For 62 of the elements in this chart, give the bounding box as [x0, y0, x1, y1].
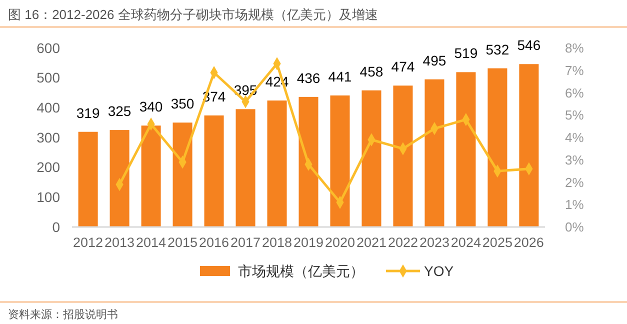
x-tick-label: 2015: [168, 235, 198, 250]
y-tick-label: 100: [36, 189, 60, 206]
y2-tick-label: 4%: [565, 130, 584, 146]
y2-tick-label: 5%: [565, 108, 584, 123]
data-label: 519: [454, 45, 478, 62]
y2-tick-label: 0%: [565, 220, 584, 235]
data-label: 436: [296, 70, 320, 86]
x-tick-label: 2014: [136, 235, 167, 250]
bar: [424, 79, 444, 227]
legend-label: YOY: [424, 263, 454, 279]
data-label: 495: [422, 52, 446, 68]
bar: [456, 72, 476, 227]
bar: [488, 68, 508, 227]
y2-tick-label: 3%: [565, 152, 584, 168]
bar: [362, 90, 382, 227]
x-tick-label: 2022: [388, 235, 418, 250]
y2-tick-label: 2%: [565, 174, 584, 190]
x-tick-label: 2013: [104, 235, 135, 250]
x-tick-label: 2020: [324, 235, 356, 250]
y-tick-label: 600: [36, 40, 60, 56]
data-label: 350: [170, 96, 194, 112]
y-tick-label: 0: [52, 218, 60, 235]
data-label: 441: [328, 68, 352, 84]
bar: [298, 96, 318, 227]
y2-tick-label: 6%: [565, 85, 584, 100]
bar: [393, 86, 413, 227]
data-label: 474: [391, 58, 415, 75]
x-tick-label: 2012: [73, 235, 104, 250]
x-tick-label: 2019: [293, 235, 324, 250]
bar: [172, 122, 192, 227]
bar: [519, 64, 539, 227]
text: 资料来源：招股说明书: [8, 308, 118, 321]
bar: [204, 115, 224, 227]
x-tick-label: 2025: [482, 235, 512, 250]
data-label: 458: [360, 63, 384, 80]
x-tick-label: 2018: [262, 235, 292, 250]
data-label: 532: [486, 41, 510, 58]
y-tick-label: 500: [36, 70, 60, 86]
legend-label: 市场规模（亿美元）: [238, 263, 364, 279]
y2-tick-label: 1%: [565, 197, 584, 212]
data-label: 340: [139, 98, 163, 115]
bar: [330, 95, 350, 227]
x-tick-label: 2024: [450, 235, 482, 250]
data-label: 319: [76, 104, 100, 121]
x-tick-label: 2021: [356, 235, 387, 250]
data-label: 546: [517, 37, 541, 54]
x-tick-label: 2016: [199, 235, 230, 250]
bar: [141, 126, 161, 227]
y2-tick-label: 8%: [565, 40, 584, 56]
bar: [78, 132, 98, 227]
x-tick-label: 2023: [419, 235, 450, 250]
chart-title: 图 16：2012-2026 全球药物分子砌块市场规模（亿美元）及增速: [8, 7, 378, 22]
data-label: 325: [108, 103, 132, 120]
y2-tick-label: 7%: [565, 62, 584, 78]
y-tick-label: 200: [36, 159, 60, 176]
bar: [110, 130, 130, 227]
x-tick-label: 2026: [514, 235, 544, 250]
y-tick-label: 400: [36, 100, 60, 116]
bar: [267, 100, 287, 227]
x-tick-label: 2017: [230, 235, 261, 250]
bar: [236, 109, 256, 227]
y-tick-label: 300: [36, 129, 60, 146]
